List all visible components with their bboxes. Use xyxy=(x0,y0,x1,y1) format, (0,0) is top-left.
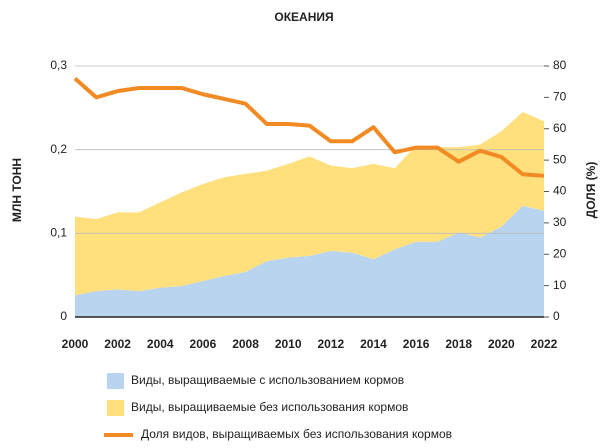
y-tick-label: 0,1 xyxy=(50,226,67,240)
area xyxy=(75,112,544,296)
y2-tick-label: 20 xyxy=(553,246,567,260)
legend-label: Доля видов, выращиваемых без использован… xyxy=(141,427,452,441)
x-tick-label: 2018 xyxy=(445,337,472,351)
y2-tick-label: 70 xyxy=(553,90,567,104)
y2-tick-label: 40 xyxy=(553,184,567,198)
x-tick-label: 2020 xyxy=(488,337,515,351)
y2-tick-label: 10 xyxy=(553,278,567,292)
x-tick-label: 2022 xyxy=(531,337,558,351)
x-tick-label: 2008 xyxy=(232,337,259,351)
x-tick-label: 2006 xyxy=(190,337,217,351)
x-tick-label: 2002 xyxy=(104,337,131,351)
line xyxy=(73,77,545,178)
legend-swatch xyxy=(107,373,124,389)
y2-tick-label: 50 xyxy=(553,152,567,166)
y-tick-label: 0,3 xyxy=(50,58,67,72)
legend-swatch xyxy=(107,400,124,416)
x-tick-label: 2000 xyxy=(62,337,89,351)
x-tick-label: 2012 xyxy=(317,337,344,351)
area xyxy=(75,205,544,317)
chart-title: ОКЕАНИЯ xyxy=(274,10,333,24)
y2-tick-label: 80 xyxy=(553,58,567,72)
legend-label: Виды, выращиваемые без использования кор… xyxy=(131,400,408,414)
x-tick-label: 2010 xyxy=(275,337,302,351)
x-tick-label: 2014 xyxy=(360,337,387,351)
y2-tick-label: 30 xyxy=(553,215,567,229)
x-tick-label: 2016 xyxy=(403,337,430,351)
x-tick-label: 2004 xyxy=(147,337,174,351)
y2-tick-label: 0 xyxy=(553,309,560,323)
legend-label: Виды, выращиваемые с использованием корм… xyxy=(131,373,404,387)
y-tick-label: 0,2 xyxy=(50,142,67,156)
y2-tick-label: 60 xyxy=(553,121,567,135)
y2-axis-label: ДОЛЯ (%) xyxy=(584,162,598,219)
y-tick-label: 0 xyxy=(60,309,67,323)
y-axis-label: МЛН ТОНН xyxy=(10,158,24,222)
